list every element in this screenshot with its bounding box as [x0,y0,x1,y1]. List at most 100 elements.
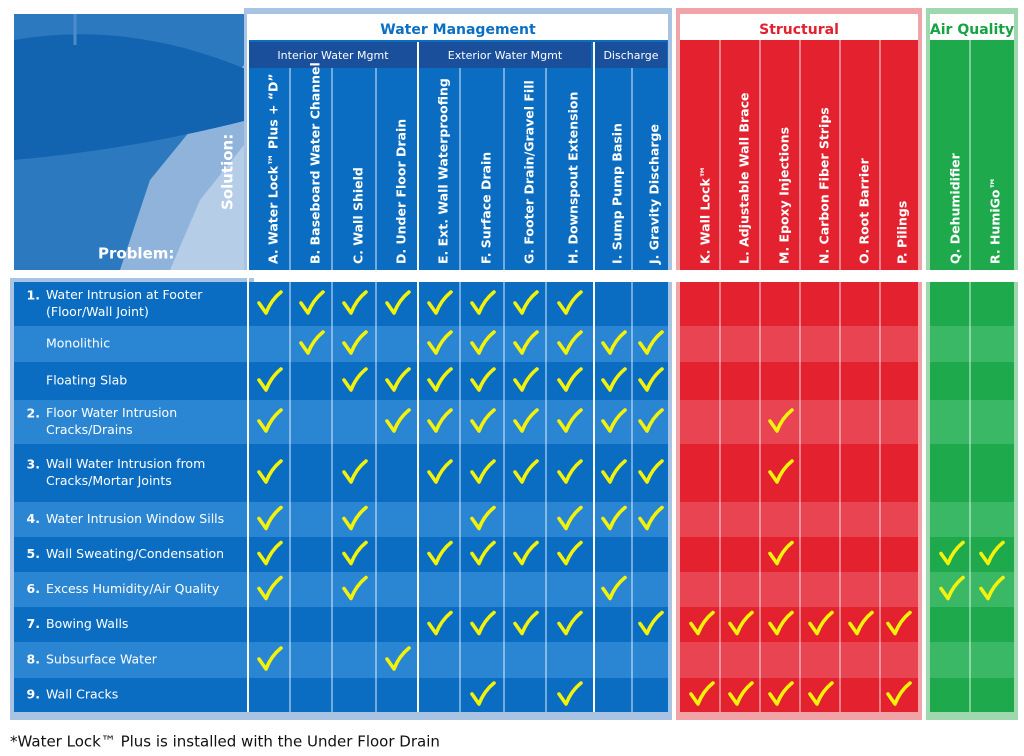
column-label: I. Sump Pump Basin [610,123,625,264]
problem-label: Problem: [98,245,174,263]
check-mark [601,459,627,484]
check-mark [385,367,411,392]
section-title-bg [930,14,1014,40]
row-label: Bowing Walls [46,616,128,631]
check-mark [427,290,453,315]
row-bg [14,502,248,537]
column-label: Q. Dehumidifier [948,152,963,264]
row-number: 2. [27,406,40,421]
row-bg [14,362,248,400]
check-mark [638,330,664,355]
check-mark [342,540,368,566]
check-mark [513,408,539,433]
check-mark [557,681,583,706]
row-bg [930,607,1014,642]
check-mark [385,290,411,315]
row-number: 9. [27,687,40,702]
column-label: P. Pilings [895,201,910,264]
row-number: 8. [27,652,40,667]
row-bg [14,282,248,326]
row-label: Monolithic [46,336,110,351]
check-mark [728,681,754,706]
row-number: 1. [27,288,40,303]
row-bg [680,400,918,444]
umbrella [14,34,248,160]
row-bg [680,572,918,607]
row-bg [14,400,248,444]
check-mark [601,408,627,433]
check-mark [427,367,453,392]
check-mark [257,367,283,392]
row-bg [248,678,668,712]
column-label: L. Adjustable Wall Brace [737,93,752,265]
row-bg [930,502,1014,537]
row-number: 3. [27,457,40,472]
subgroup-header [419,42,591,68]
row-bg [14,607,248,642]
row-bg [680,642,918,678]
subgroup-title: Exterior Water Mgmt [448,49,563,62]
row-bg [680,537,918,572]
check-mark [257,290,283,315]
check-mark [557,540,583,566]
check-mark [638,459,664,484]
column-label: H. Downspout Extension [566,92,581,264]
section-gap [926,270,1018,282]
check-mark [513,290,539,315]
row-bg [680,362,918,400]
row-bg [248,502,668,537]
column-label: B. Baseboard Water Channel [308,62,323,264]
group-title: Water Management [380,22,536,38]
check-mark [689,681,715,706]
check-mark [513,540,539,566]
column-label: F. Surface Drain [479,152,494,264]
row-bg [680,282,918,326]
row-bg [680,326,918,362]
section-header [930,40,1014,270]
check-mark [557,408,583,433]
row-number: 7. [27,616,40,631]
row-bg [248,362,668,400]
row-bg [14,642,248,678]
check-mark [557,610,583,636]
section-title-bg [248,14,668,40]
check-mark [257,408,283,433]
group-title: Air Quality [930,22,1014,38]
check-mark [342,367,368,392]
row-number: 5. [27,546,40,561]
check-mark [601,505,627,531]
check-mark [557,459,583,484]
row-bg [930,444,1014,502]
subgroup-title: Interior Water Mgmt [277,49,389,62]
section-header [680,40,918,270]
row-bg [680,678,918,712]
section-gap [244,270,672,282]
row-bg [248,400,668,444]
subgroup-header [595,42,667,68]
check-mark [768,540,794,566]
column-label: E. Ext. Wall Waterproofing [436,78,451,264]
column-label: M. Epoxy Injections [777,127,792,264]
check-mark [342,330,368,355]
check-mark [939,575,965,601]
check-mark [470,330,496,355]
check-mark [557,330,583,355]
check-mark [689,610,715,636]
check-mark [342,505,368,531]
check-mark [385,408,411,433]
check-mark [557,290,583,315]
check-mark [979,540,1005,566]
section-title-bg [680,14,918,40]
row-bg [14,537,248,572]
row-label: Floating Slab [46,373,127,388]
row-bg [680,502,918,537]
row-bg [248,607,668,642]
check-mark [470,610,496,636]
footnote: *Water Lock™ Plus is installed with the … [10,733,440,751]
column-label: G. Footer Drain/Gravel Fill [522,80,537,264]
check-mark [470,540,496,566]
image-shape [170,140,248,270]
check-mark [848,610,874,636]
check-mark [299,290,325,315]
check-mark [886,681,912,706]
